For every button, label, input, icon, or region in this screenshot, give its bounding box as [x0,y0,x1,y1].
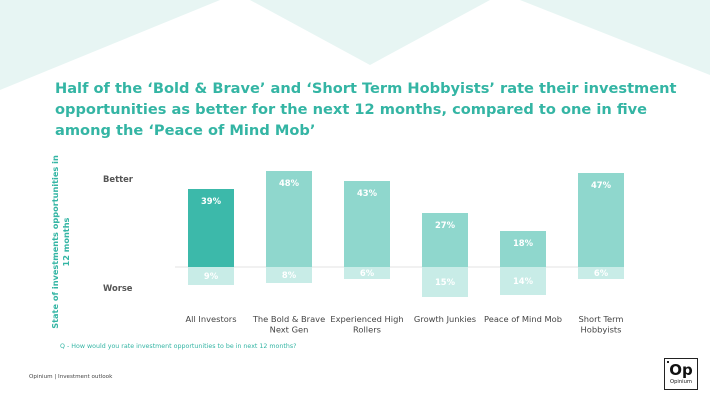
worse-value-label: 15% [435,277,456,287]
opinium-logo: Op Opinium [664,358,698,390]
category-label: Experienced High Rollers [330,314,403,335]
worse-bar [500,267,546,295]
logo-name: Opinium [670,379,692,385]
worse-value-label: 6% [594,268,609,278]
worse-bar [344,267,390,279]
top-center-decor-shape [250,0,490,65]
y-tick-better: Better [103,174,133,184]
top-left-decor-shape [0,0,220,90]
category-label: Growth Junkies [414,314,476,324]
top-right-decor-shape [520,0,710,75]
better-bar [266,171,312,267]
better-value-label: 43% [357,188,378,198]
better-value-label: 18% [513,238,534,248]
worse-bar [578,267,624,279]
survey-question-footnote: Q - How would you rate investment opport… [60,343,297,350]
better-value-label: 48% [279,178,300,188]
logo-mark: Op [669,361,693,379]
better-bar [422,213,468,267]
worse-bar [188,267,234,285]
worse-bar [266,267,312,283]
worse-value-label: 8% [282,270,297,280]
worse-value-label: 6% [360,268,375,278]
category-label: All Investors [185,314,236,324]
better-bar [578,173,624,267]
category-label: Peace of Mind Mob [484,314,562,324]
category-label: The Bold & Brave Next Gen [252,314,325,335]
better-value-label: 39% [201,196,222,206]
better-value-label: 47% [591,180,612,190]
worse-value-label: 14% [513,276,534,286]
category-label: Short Term Hobbyists [578,314,623,335]
better-value-label: 27% [435,220,456,230]
better-bar [500,231,546,267]
y-tick-worse: Worse [103,283,133,293]
slide-title: Half of the ‘Bold & Brave’ and ‘Short Te… [55,80,677,139]
worse-bar [422,267,468,297]
better-bar [344,181,390,267]
better-bar [188,189,234,267]
worse-value-label: 9% [204,271,219,281]
source-footer: Opinium | Investment outlook [29,374,113,380]
logo-dot [667,361,669,363]
